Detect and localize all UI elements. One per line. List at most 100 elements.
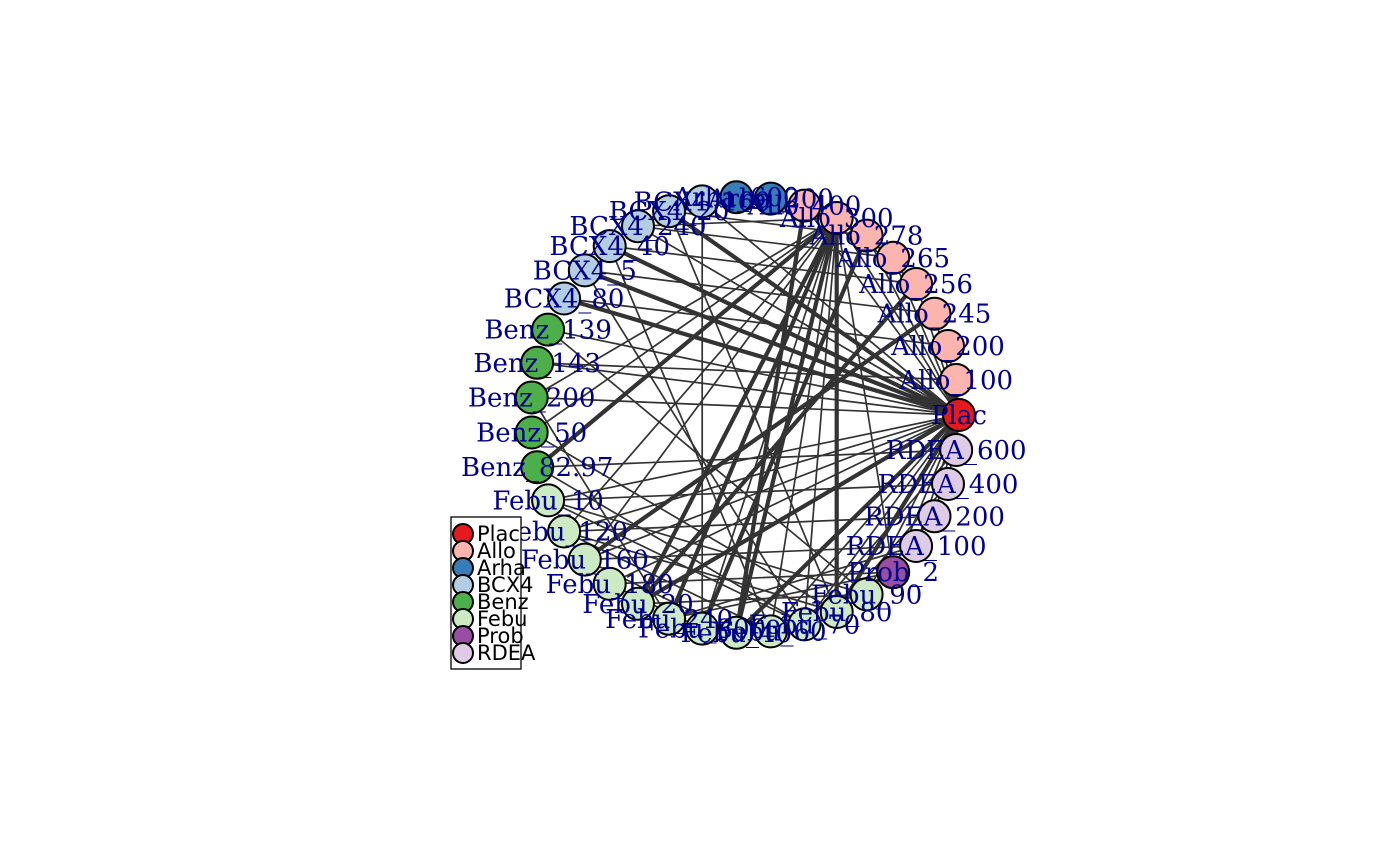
- node-label: Benz_50: [476, 419, 587, 449]
- edge-Febu_10-RDEA_400: [547, 483, 949, 502]
- edge-Febu_160-Allo_245: [582, 311, 937, 562]
- node-label: Allo_256: [858, 270, 973, 300]
- node-label: Febu_20: [582, 590, 693, 620]
- node-label: Febu_10: [492, 486, 603, 516]
- node-label: Prob_2: [847, 558, 939, 588]
- node-label: Benz_200: [468, 384, 596, 414]
- edge-BCX4_40-Allo_256: [608, 245, 917, 285]
- node-Allo_278: [849, 218, 884, 253]
- node-label: Allo_300: [779, 204, 894, 234]
- edge-Febu_40-Allo_400: [734, 203, 807, 635]
- node-label: Arha_600: [672, 183, 799, 213]
- node-RDEA_400: [931, 467, 965, 501]
- edge-Benz_143-Allo_100: [536, 361, 958, 381]
- node-label: Allo_265: [835, 244, 950, 274]
- edge-Febu_20-Allo_256: [635, 281, 919, 606]
- node-BCX4_240: [621, 209, 655, 244]
- node-label: Benz_139: [484, 316, 612, 346]
- edge-Febu_240-Prob_2: [668, 571, 895, 620]
- node-label: Benz_143: [473, 349, 601, 379]
- node-label: Allo_200: [890, 332, 1005, 362]
- node-label: RDEA_400: [878, 470, 1019, 500]
- node-label: RDEA_100: [846, 532, 987, 562]
- node-BCX4_5: [567, 253, 602, 288]
- edge-Allo_300-Febu_60: [769, 217, 838, 633]
- node-Febu_10: [531, 483, 566, 518]
- edge-Plac-BCX4_80: [561, 296, 962, 418]
- node-label: Febu_70: [749, 610, 860, 640]
- node-BCX4_20: [652, 194, 687, 229]
- edge-Plac-RDEA_200: [933, 414, 960, 518]
- legend-label-prob: Prob: [477, 624, 524, 648]
- node-label: Febu_180: [546, 570, 674, 600]
- node-label: Febu_300: [638, 615, 766, 645]
- legend-label-febu: Febu: [477, 607, 528, 631]
- legend-label-plac: Plac: [477, 522, 520, 546]
- edge-Allo_300-Benz_200: [530, 217, 838, 399]
- node-Febu_160: [567, 542, 602, 577]
- node-Febu_180: [592, 566, 627, 601]
- node-RDEA_600: [939, 433, 974, 467]
- node-Arha_600: [719, 180, 754, 215]
- node-label: BCX4_5: [533, 256, 637, 286]
- label-layer: PlacAllo_100Allo_200Allo_245Allo_256Allo…: [461, 183, 1027, 649]
- node-Allo_100: [939, 363, 974, 397]
- node-label: BCX4_20: [609, 197, 730, 227]
- legend-label-benz: Benz: [477, 590, 529, 614]
- node-layer: [514, 180, 976, 650]
- node-Allo_400: [787, 188, 822, 223]
- legend-label-allo: Allo: [477, 539, 516, 563]
- node-Febu_20: [621, 586, 655, 621]
- node-label: Febu_40: [681, 619, 792, 649]
- node-label: Febu_160: [521, 546, 649, 576]
- edge-Plac-BCX4_160: [701, 200, 960, 416]
- edge-Febu_240-RDEA_100: [668, 545, 917, 620]
- edge-Febu_10-Febu_90: [547, 499, 868, 596]
- node-label: Allo_400: [747, 192, 862, 222]
- node-BCX4_160: [685, 184, 720, 219]
- node-Allo_256: [899, 267, 934, 301]
- node-Febu_300: [685, 611, 720, 646]
- edge-Plac-Febu_70: [803, 414, 960, 626]
- node-label: Febu_60: [715, 617, 826, 647]
- node-Allo_200: [931, 329, 965, 363]
- edge-Febu_180-Febu_300: [608, 583, 704, 630]
- node-Benz_82.97: [520, 450, 555, 485]
- legend-label-rdea: RDEA: [477, 641, 536, 665]
- node-label: Febu_240: [605, 605, 733, 635]
- edge-Plac-Allo_245: [933, 312, 960, 416]
- node-Plac: [942, 398, 976, 432]
- edge-Plac-Febu_20: [635, 412, 962, 606]
- node-label: BCX4_80: [504, 285, 625, 315]
- edge-Benz_50-Febu_80: [530, 431, 838, 613]
- node-label: Allo_278: [809, 222, 924, 252]
- edge-Plac-Allo_300: [835, 217, 960, 416]
- edge-Allo_300-Febu_20: [635, 215, 839, 606]
- edge-Febu_120-Febu_80: [563, 530, 838, 613]
- node-Prob_2: [876, 555, 911, 590]
- node-Febu_70: [787, 607, 822, 642]
- node-Febu_80: [819, 595, 854, 629]
- node-Benz_143: [520, 345, 555, 380]
- node-label: Plac: [931, 401, 987, 431]
- edge-Allo_300-Benz_82.97: [535, 215, 839, 470]
- edge-BCX4_20-Febu_80: [668, 210, 838, 613]
- node-label: Allo_100: [898, 366, 1013, 396]
- edge-Allo_300-Prob_2: [835, 217, 895, 574]
- node-RDEA_200: [917, 499, 952, 534]
- node-Allo_245: [917, 296, 952, 331]
- node-Benz_200: [514, 380, 549, 415]
- edge-BCX4_160-Allo_400: [701, 200, 806, 207]
- node-label: RDEA_600: [886, 436, 1027, 466]
- node-Benz_50: [514, 415, 549, 450]
- edge-BCX4_240-Allo_265: [637, 225, 895, 259]
- edge-Febu_90-RDEA_200: [865, 515, 936, 596]
- node-Allo_300: [819, 201, 854, 235]
- legend-label-bcx4: BCX4: [477, 573, 533, 597]
- node-Arha_200: [753, 181, 788, 216]
- node-Allo_265: [876, 240, 911, 275]
- edge-BCX4_80-Allo_200: [563, 297, 949, 347]
